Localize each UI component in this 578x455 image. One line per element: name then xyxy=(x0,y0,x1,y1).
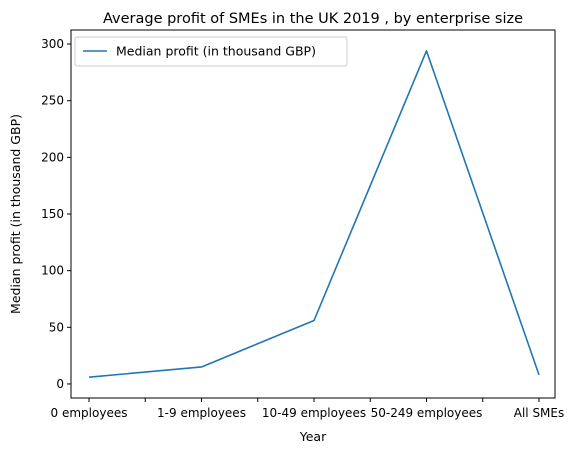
x-axis: 0 employees 1-9 employees 10-49 employees 5… xyxy=(51,398,565,420)
legend-entry: Median profit (in thousand GBP) xyxy=(116,44,316,59)
y-tick-label: 200 xyxy=(41,150,64,164)
y-tick-label: 0 xyxy=(56,377,64,391)
x-tick-label: 0 employees xyxy=(51,406,128,420)
y-tick-label: 250 xyxy=(41,94,64,108)
y-axis: 0 50 100 150 200 250 300 xyxy=(41,37,71,391)
legend-box xyxy=(74,36,348,67)
y-tick-label: 100 xyxy=(41,264,64,278)
chart-title: Average profit of SMEs in the UK 2019 , … xyxy=(103,11,523,27)
series-line xyxy=(88,50,540,378)
y-tick-label: 50 xyxy=(49,320,64,334)
y-axis-label: Median profit (in thousand GBP) xyxy=(8,114,23,314)
y-tick-label: 150 xyxy=(41,207,64,221)
x-tick-label: 1-9 employees xyxy=(157,406,246,420)
x-tick-label: 10-49 employees xyxy=(262,406,366,420)
series-layer xyxy=(88,50,540,378)
y-tick-label: 300 xyxy=(41,37,64,51)
legend: Median profit (in thousand GBP) xyxy=(74,36,348,67)
x-tick-label: All SMEs xyxy=(514,406,565,420)
x-tick-label: 50-249 employees xyxy=(371,406,483,420)
x-axis-label: Year xyxy=(299,429,327,444)
